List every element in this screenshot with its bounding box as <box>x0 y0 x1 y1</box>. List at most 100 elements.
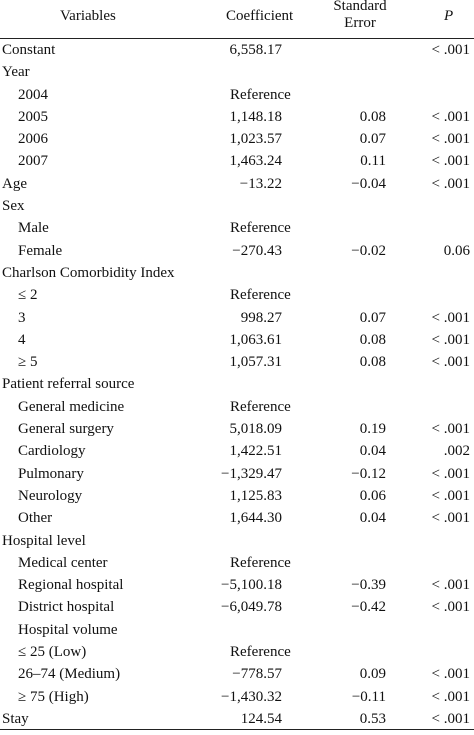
table-row: 2005 1,148.18 0.08 < .001 <box>0 106 474 128</box>
row-coefficient: 1,023.57 <box>229 131 283 148</box>
row-label: Pulmonary <box>18 465 84 482</box>
row-coefficient: −1,329.47 <box>221 465 282 482</box>
table-row: ≤ 2 Reference <box>0 284 474 306</box>
row-label: 2005 <box>18 108 48 125</box>
table-body: Constant 6,558.17 < .001 Year 2004 Reference 2… <box>0 39 474 731</box>
header-se-line1: Standard <box>333 0 387 14</box>
row-standard-error: −0.11 <box>351 688 386 705</box>
table-row: Patient referral source <box>0 373 474 395</box>
row-coefficient: −13.22 <box>239 175 282 192</box>
row-standard-error: −0.02 <box>351 242 386 259</box>
table-header: Variables Coefficient Standard Error P <box>0 0 474 39</box>
table-row: 2007 1,463.24 0.11 < .001 <box>0 150 474 172</box>
table-row: Hospital level <box>0 530 474 552</box>
table-row: Pulmonary −1,329.47 −0.12 < .001 <box>0 463 474 485</box>
row-p-value: < .001 <box>431 354 470 371</box>
row-p-value: < .001 <box>431 153 470 170</box>
row-label: District hospital <box>18 599 115 616</box>
row-p-value: < .001 <box>431 331 470 348</box>
row-label: Sex <box>2 198 25 215</box>
table-row: Neurology 1,125.83 0.06 < .001 <box>0 485 474 507</box>
row-label: General surgery <box>18 421 114 438</box>
row-standard-error: 0.07 <box>359 309 386 326</box>
table-row: ≥ 5 1,057.31 0.08 < .001 <box>0 351 474 373</box>
table-row: Year <box>0 61 474 83</box>
row-coefficient: 1,463.24 <box>229 153 283 170</box>
row-p-value: .002 <box>443 443 470 460</box>
row-standard-error: −0.12 <box>351 465 386 482</box>
row-label: 2004 <box>18 86 48 103</box>
row-p-value: < .001 <box>431 710 470 727</box>
header-p: P <box>444 8 454 24</box>
table-row: Other 1,644.30 0.04 < .001 <box>0 507 474 529</box>
table-row: Male Reference <box>0 217 474 239</box>
row-coefficient: Reference <box>230 398 291 415</box>
row-p-value: < .001 <box>431 577 470 594</box>
row-standard-error: 0.53 <box>359 710 386 727</box>
table-row: ≤ 25 (Low) Reference <box>0 641 474 663</box>
row-label: ≤ 25 (Low) <box>18 644 87 661</box>
table-row: Sex <box>0 195 474 217</box>
table-row: Regional hospital −5,100.18 −0.39 < .001 <box>0 574 474 596</box>
row-label: Charlson Comorbidity Index <box>2 264 175 281</box>
header-se-line2: Error <box>344 15 376 31</box>
row-coefficient: 1,148.18 <box>229 108 283 125</box>
table-row: Stay 124.54 0.53 < .001 <box>0 708 474 730</box>
row-coefficient: 1,057.31 <box>229 354 283 371</box>
row-label: ≥ 75 (High) <box>18 688 89 705</box>
row-label: Medical center <box>18 554 108 571</box>
bottom-rule <box>0 729 474 731</box>
row-standard-error: 0.06 <box>359 487 386 504</box>
row-standard-error: 0.11 <box>360 153 386 170</box>
row-p-value: < .001 <box>431 465 470 482</box>
row-p-value: < .001 <box>431 108 470 125</box>
row-label: Stay <box>2 710 29 727</box>
row-coefficient: 124.54 <box>240 710 282 727</box>
row-label: 2007 <box>18 153 48 170</box>
row-label: Neurology <box>18 487 83 504</box>
row-label: Regional hospital <box>18 577 124 594</box>
table-row: Charlson Comorbidity Index <box>0 262 474 284</box>
row-coefficient: 998.27 <box>240 309 282 326</box>
table-row: 2004 Reference <box>0 84 474 106</box>
row-label: Male <box>18 220 49 237</box>
header-standard-error: Standard Error <box>320 0 400 32</box>
table-row: Hospital volume <box>0 619 474 641</box>
row-standard-error: −0.42 <box>351 599 386 616</box>
row-coefficient: Reference <box>230 554 291 571</box>
table-row: ≥ 75 (High) −1,430.32 −0.11 < .001 <box>0 686 474 708</box>
row-standard-error: 0.08 <box>359 331 386 348</box>
row-standard-error: 0.19 <box>359 421 386 438</box>
row-coefficient: 1,644.30 <box>229 510 283 527</box>
row-label: Constant <box>2 42 56 58</box>
row-p-value: < .001 <box>431 42 470 58</box>
row-label: 4 <box>18 331 26 348</box>
row-p-value: 0.06 <box>443 242 470 259</box>
row-label: Other <box>18 510 53 527</box>
row-p-value: < .001 <box>431 175 470 192</box>
row-coefficient: Reference <box>230 220 291 237</box>
row-label: General medicine <box>18 398 125 415</box>
row-coefficient: −1,430.32 <box>221 688 282 705</box>
row-label: Cardiology <box>18 443 86 460</box>
row-label: ≤ 2 <box>18 287 38 304</box>
row-coefficient: 6,558.17 <box>229 42 283 58</box>
table-row: 26–74 (Medium) −778.57 0.09 < .001 <box>0 663 474 685</box>
row-standard-error: −0.39 <box>351 577 386 594</box>
row-p-value: < .001 <box>431 688 470 705</box>
row-label: ≥ 5 <box>18 354 38 371</box>
row-coefficient: −270.43 <box>232 242 282 259</box>
row-coefficient: Reference <box>230 644 291 661</box>
row-standard-error: 0.08 <box>359 108 386 125</box>
row-p-value: < .001 <box>431 666 470 683</box>
row-label: Year <box>2 64 30 81</box>
row-p-value: < .001 <box>431 309 470 326</box>
row-p-value: < .001 <box>431 599 470 616</box>
row-coefficient: Reference <box>230 86 291 103</box>
table-row: Female −270.43 −0.02 0.06 <box>0 240 474 262</box>
row-p-value: < .001 <box>431 131 470 148</box>
row-label: Patient referral source <box>2 376 135 393</box>
table-row: Age −13.22 −0.04 < .001 <box>0 173 474 195</box>
row-standard-error: 0.09 <box>359 666 386 683</box>
